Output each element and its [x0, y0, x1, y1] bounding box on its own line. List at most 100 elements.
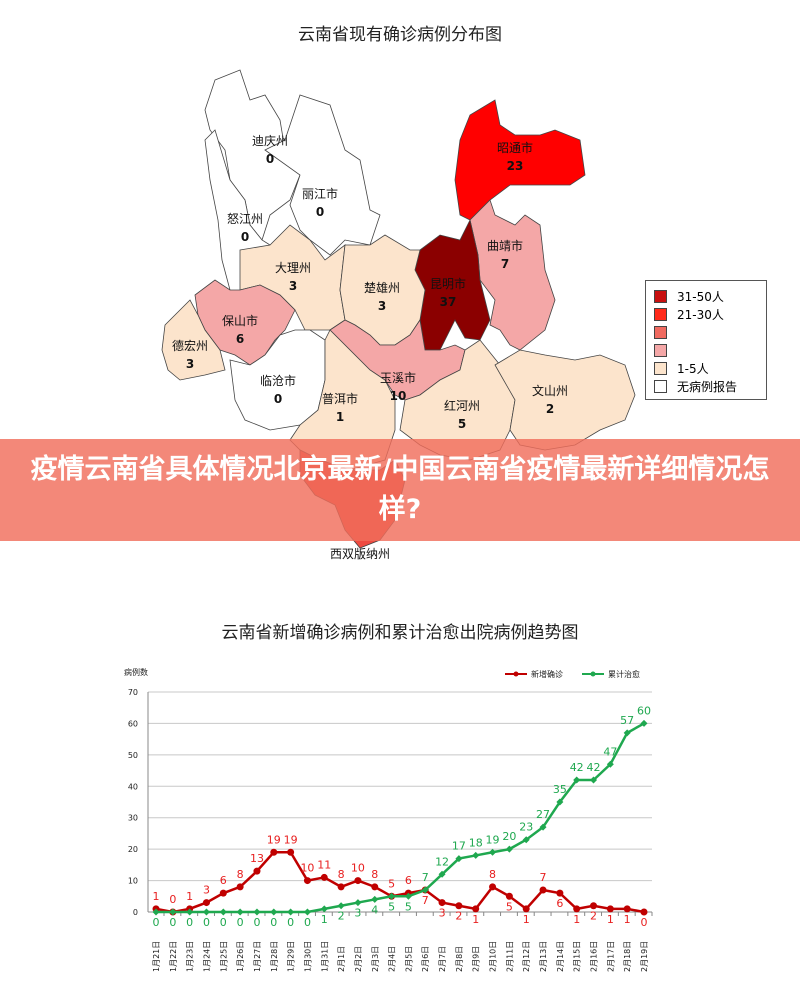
cured-point: [186, 908, 194, 916]
region-5: [469, 199, 556, 351]
cured-point: [169, 908, 177, 916]
x-tick-label: 2月8日: [455, 946, 464, 972]
data-label: 0: [287, 916, 294, 929]
x-tick-label: 2月17日: [606, 941, 615, 972]
cured-point: [489, 848, 497, 856]
new-confirmed-point: [539, 886, 547, 894]
x-tick-label: 2月13日: [539, 941, 548, 972]
data-label: 1: [186, 890, 193, 903]
data-label: 0: [641, 916, 648, 929]
region-value: 37: [440, 295, 457, 309]
x-tick-label: 1月26日: [236, 941, 245, 972]
region-label: 昆明市: [430, 276, 466, 291]
x-tick-label: 2月15日: [573, 941, 582, 972]
new-confirmed-point: [489, 883, 497, 891]
legend-label: 31-50人: [677, 289, 724, 304]
cured-point: [236, 908, 244, 916]
legend-marker: [513, 671, 519, 677]
data-label: 8: [237, 868, 244, 881]
new-confirmed-point: [354, 877, 362, 885]
x-tick-label: 2月16日: [590, 941, 599, 972]
data-label: 5: [388, 900, 395, 913]
cured-point: [606, 760, 614, 768]
data-label: 20: [502, 830, 516, 843]
x-tick-label: 2月7日: [438, 946, 447, 972]
data-label: 57: [620, 714, 634, 727]
data-label: 1: [624, 913, 631, 926]
data-label: 5: [405, 900, 412, 913]
y-tick-label: 10: [128, 877, 138, 886]
region-value: 1: [336, 410, 344, 424]
x-tick-label: 1月22日: [169, 941, 178, 972]
cured-point: [219, 908, 227, 916]
legend-label: 累计治愈: [608, 669, 640, 679]
new-confirmed-point: [455, 902, 463, 910]
region-value: 0: [316, 205, 324, 219]
region-value: 6: [236, 332, 244, 346]
data-label: 8: [338, 868, 345, 881]
data-label: 18: [469, 836, 483, 849]
data-label: 12: [435, 855, 449, 868]
data-label: 2: [455, 910, 462, 923]
region-label: 德宏州: [172, 338, 208, 353]
region-label: 玉溪市: [380, 370, 416, 385]
legend-label: 21-30人: [677, 307, 724, 322]
x-tick-label: 2月2日: [354, 946, 363, 972]
new-confirmed-point: [505, 892, 513, 900]
cured-point: [202, 908, 210, 916]
x-tick-label: 1月30日: [303, 941, 312, 972]
cured-point: [320, 905, 328, 913]
data-label: 23: [519, 821, 533, 834]
data-label: 7: [540, 871, 547, 884]
data-label: 1: [573, 913, 580, 926]
region-value: 2: [546, 402, 554, 416]
region-label: 普洱市: [322, 391, 358, 406]
x-tick-label: 2月1日: [337, 946, 346, 972]
new-confirmed-point: [640, 908, 648, 916]
data-label: 3: [354, 907, 361, 920]
x-tick-label: 2月11日: [505, 941, 514, 972]
data-label: 5: [506, 900, 513, 913]
data-label: 0: [220, 916, 227, 929]
legend-swatch: [654, 343, 667, 357]
legend-item: [654, 343, 677, 357]
cured-point: [556, 798, 564, 806]
data-label: 0: [237, 916, 244, 929]
cured-point: [421, 886, 429, 894]
new-confirmed-point: [287, 848, 295, 856]
map-title: 云南省现有确诊病例分布图: [298, 25, 502, 45]
region-12: [329, 318, 466, 401]
data-label: 2: [338, 910, 345, 923]
x-tick-label: 1月24日: [202, 941, 211, 972]
data-label: 0: [153, 916, 160, 929]
region-label: 怒江州: [227, 211, 263, 226]
data-label: 10: [300, 862, 314, 875]
data-label: 5: [388, 877, 395, 890]
x-tick-label: 1月29日: [287, 941, 296, 972]
y-axis-label: 病例数: [124, 667, 148, 677]
cured-point: [388, 892, 396, 900]
data-label: 7: [422, 871, 429, 884]
data-label: 19: [486, 833, 500, 846]
region-10: [161, 299, 226, 381]
new-confirmed-point: [337, 883, 345, 891]
x-tick-label: 2月10日: [489, 941, 498, 972]
cured-point: [623, 729, 631, 737]
legend-label: 无病例报告: [677, 379, 738, 394]
legend-item: 21-30人: [654, 307, 724, 322]
data-label: 35: [553, 783, 567, 796]
cured-point: [287, 908, 295, 916]
data-label: 3: [203, 884, 210, 897]
data-label: 6: [556, 897, 563, 910]
legend-swatch: [654, 361, 667, 375]
data-label: 0: [253, 916, 260, 929]
cured-point: [337, 902, 345, 910]
data-label: 0: [169, 916, 176, 929]
new-confirmed-point: [472, 905, 480, 913]
data-label: 42: [570, 761, 584, 774]
x-tick-label: 1月23日: [186, 941, 195, 972]
new-confirmed-point: [236, 883, 244, 891]
x-tick-label: 2月6日: [421, 946, 430, 972]
cured-point: [573, 776, 581, 784]
